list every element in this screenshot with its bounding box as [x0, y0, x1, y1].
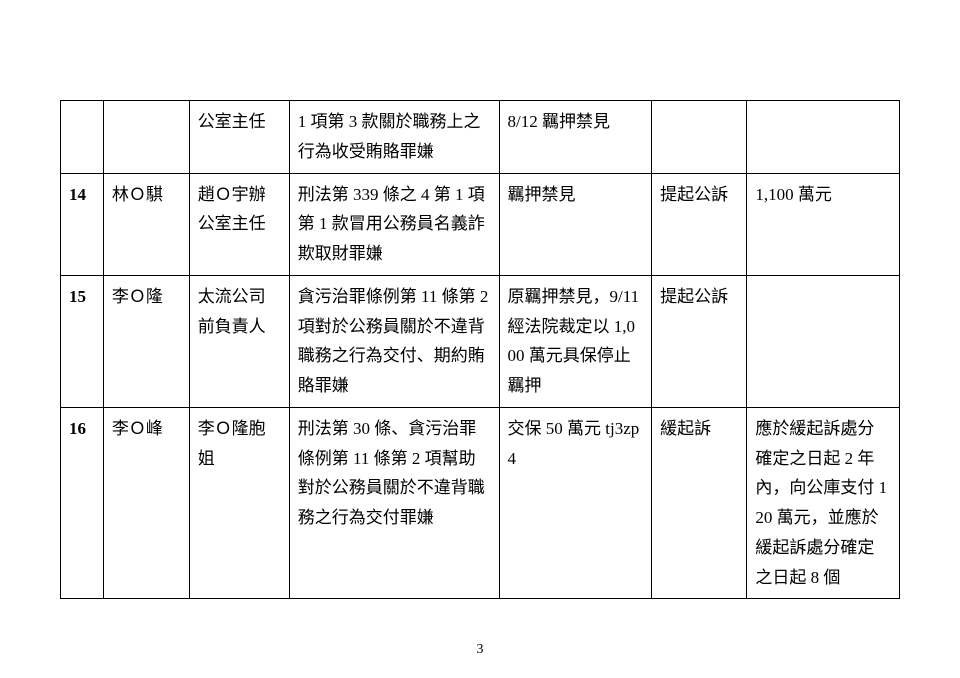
cell-name	[103, 101, 189, 174]
cell-disposition	[652, 101, 747, 174]
cell-idx: 15	[61, 275, 104, 407]
cell-role: 李Ｏ隆胞姐	[189, 407, 289, 599]
cell-idx: 14	[61, 173, 104, 275]
cell-status: 羈押禁見	[499, 173, 652, 275]
cell-name: 李Ｏ峰	[103, 407, 189, 599]
cell-law: 1 項第 3 款關於職務上之行為收受賄賂罪嫌	[289, 101, 499, 174]
table-row: 14 林Ｏ騏 趙Ｏ宇辦公室主任 刑法第 339 條之 4 第 1 項第 1 款冒…	[61, 173, 900, 275]
cell-law: 貪污治罪條例第 11 條第 2 項對於公務員關於不違背職務之行為交付、期約賄賂罪…	[289, 275, 499, 407]
page-number: 3	[0, 642, 960, 658]
cell-note	[747, 275, 900, 407]
cell-note: 1,100 萬元	[747, 173, 900, 275]
table-row: 公室主任 1 項第 3 款關於職務上之行為收受賄賂罪嫌 8/12 羈押禁見	[61, 101, 900, 174]
cell-role: 太流公司前負責人	[189, 275, 289, 407]
cell-law: 刑法第 339 條之 4 第 1 項第 1 款冒用公務員名義詐欺取財罪嫌	[289, 173, 499, 275]
cell-law: 刑法第 30 條、貪污治罪條例第 11 條第 2 項幫助對於公務員關於不違背職務…	[289, 407, 499, 599]
cell-note	[747, 101, 900, 174]
table-row: 16 李Ｏ峰 李Ｏ隆胞姐 刑法第 30 條、貪污治罪條例第 11 條第 2 項幫…	[61, 407, 900, 599]
cell-disposition: 緩起訴	[652, 407, 747, 599]
cell-name: 李Ｏ隆	[103, 275, 189, 407]
cell-status: 原羈押禁見，9/11 經法院裁定以 1,000 萬元具保停止羈押	[499, 275, 652, 407]
cell-role: 趙Ｏ宇辦公室主任	[189, 173, 289, 275]
cell-note: 應於緩起訴處分確定之日起 2 年內，向公庫支付 120 萬元，並應於緩起訴處分確…	[747, 407, 900, 599]
cell-disposition: 提起公訴	[652, 173, 747, 275]
case-table: 公室主任 1 項第 3 款關於職務上之行為收受賄賂罪嫌 8/12 羈押禁見 14…	[60, 100, 900, 599]
cell-idx: 16	[61, 407, 104, 599]
cell-idx	[61, 101, 104, 174]
cell-role: 公室主任	[189, 101, 289, 174]
table-row: 15 李Ｏ隆 太流公司前負責人 貪污治罪條例第 11 條第 2 項對於公務員關於…	[61, 275, 900, 407]
cell-disposition: 提起公訴	[652, 275, 747, 407]
cell-status: 8/12 羈押禁見	[499, 101, 652, 174]
cell-name: 林Ｏ騏	[103, 173, 189, 275]
document-page: 公室主任 1 項第 3 款關於職務上之行為收受賄賂罪嫌 8/12 羈押禁見 14…	[0, 0, 960, 678]
cell-status: 交保 50 萬元 tj3zp4	[499, 407, 652, 599]
